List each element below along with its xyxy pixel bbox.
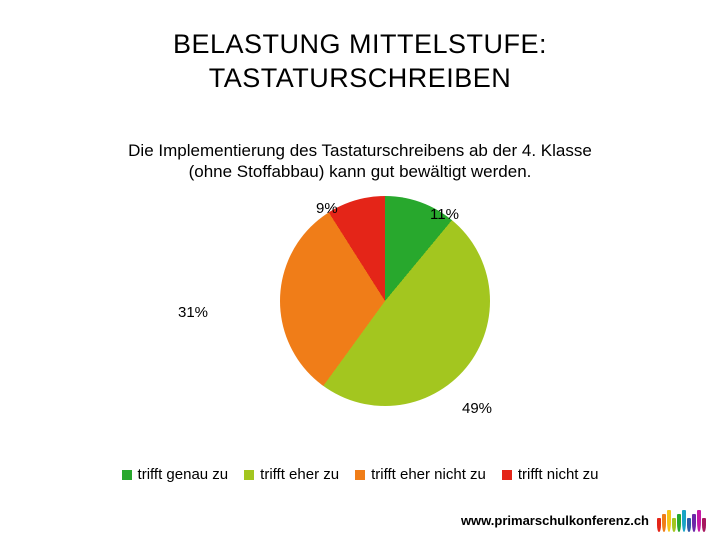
- pencil-icon: [692, 514, 696, 532]
- pie-slice-label: 49%: [462, 400, 492, 417]
- legend-swatch: [244, 470, 254, 480]
- question-text: Die Implementierung des Tastaturschreibe…: [80, 140, 640, 183]
- pencil-icon: [657, 518, 661, 532]
- legend-label: trifft eher nicht zu: [371, 466, 486, 483]
- pencil-icon: [672, 518, 676, 532]
- title-line-1: BELASTUNG MITTELSTUFE:: [173, 29, 547, 59]
- question-line-1: Die Implementierung des Tastaturschreibe…: [128, 141, 592, 160]
- legend: trifft genau zu trifft eher zu trifft eher…: [0, 466, 720, 484]
- pencil-icon: [667, 510, 671, 532]
- pie-slice-label: 11%: [430, 206, 459, 223]
- title-line-2: TASTATURSCHREIBEN: [209, 63, 512, 93]
- legend-swatch: [122, 470, 132, 480]
- legend-item: trifft eher zu: [244, 466, 339, 483]
- pencil-icon: [682, 510, 686, 532]
- pie-disk: [280, 196, 490, 406]
- legend-item: trifft nicht zu: [502, 466, 599, 483]
- slide-title: BELASTUNG MITTELSTUFE: TASTATURSCHREIBEN: [0, 28, 720, 96]
- legend-label: trifft nicht zu: [518, 466, 599, 483]
- legend-item: trifft eher nicht zu: [355, 466, 486, 483]
- pencil-icon: [687, 518, 691, 532]
- pie-slice-label: 9%: [316, 200, 338, 217]
- pencil-icon: [662, 514, 666, 532]
- legend-label: trifft eher zu: [260, 466, 339, 483]
- legend-item: trifft genau zu: [122, 466, 229, 483]
- pencils-graphic: [657, 508, 706, 532]
- footer: www.primarschulkonferenz.ch: [461, 508, 706, 532]
- legend-label: trifft genau zu: [138, 466, 229, 483]
- pie-wrap: [280, 196, 490, 406]
- pie-slice-label: 31%: [178, 304, 208, 321]
- pencil-icon: [677, 514, 681, 532]
- legend-swatch: [355, 470, 365, 480]
- legend-swatch: [502, 470, 512, 480]
- pie-chart: 11% 49% 31% 9%: [0, 196, 720, 436]
- title-box: BELASTUNG MITTELSTUFE: TASTATURSCHREIBEN: [0, 28, 720, 96]
- pencil-icon: [702, 518, 706, 532]
- question-line-2: (ohne Stoffabbau) kann gut bewältigt wer…: [189, 162, 532, 181]
- pencil-icon: [697, 510, 701, 532]
- footer-url: www.primarschulkonferenz.ch: [461, 513, 649, 528]
- slide: BELASTUNG MITTELSTUFE: TASTATURSCHREIBEN…: [0, 0, 720, 540]
